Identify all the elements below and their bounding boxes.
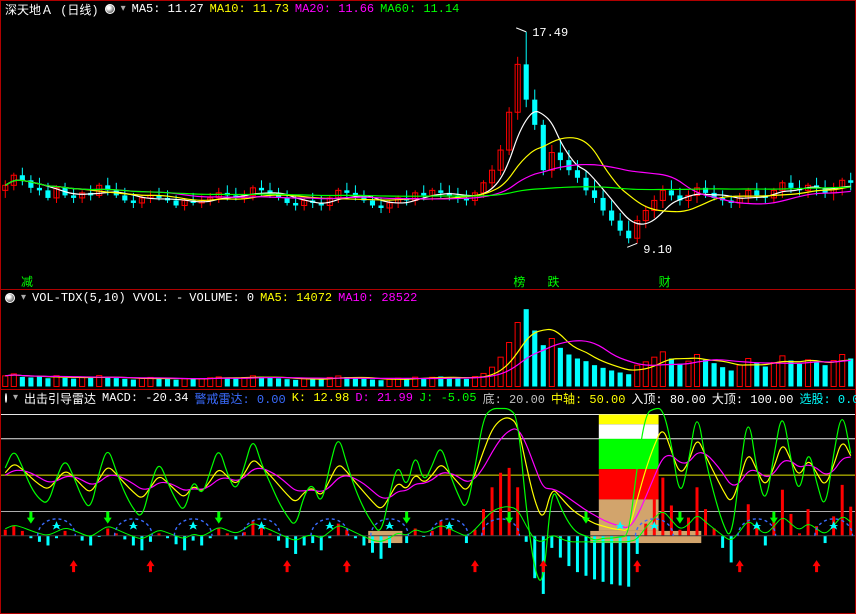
ind-item-1: 警戒雷达: 0.00 [194,390,285,407]
header-ma60: MA60: 11.14 [380,2,459,16]
ind-item-3: D: 21.99 [355,391,413,405]
indicator-chart[interactable] [1,390,855,613]
indicator-header: ▾ 出击引导雷达 MACD: -20.34 警戒雷达: 0.00 K: 12.98 D: … [1,390,855,406]
ind-item-5: 底: 20.00 [483,390,545,407]
ind-item-2: K: 12.98 [292,391,350,405]
price-chart[interactable] [1,1,855,289]
price-header: 深天地Ａ (日线) ▾ MA5: 11.27 MA10: 11.73 MA20: 11.… [1,1,855,17]
vol-title: VOL-TDX(5,10) VVOL: - [32,291,183,305]
toggle-icon[interactable] [5,393,7,403]
tag-label: 榜 [513,273,525,290]
chevron-down-icon[interactable]: ▾ [13,392,18,404]
ind-item-9: 选股: 0.00 [799,390,856,407]
ind-item-4: J: -5.05 [419,391,477,405]
volume-header: ▾ VOL-TDX(5,10) VVOL: - VOLUME: 0 MA5: 1407… [1,290,855,306]
ind-item-0: MACD: -20.34 [102,391,188,405]
ind-item-6: 中轴: 50.00 [551,390,625,407]
vol-ma10: MA10: 28522 [338,291,417,305]
toggle-icon[interactable] [105,4,115,14]
low-label: 9.10 [643,243,672,257]
header-ma20: MA20: 11.66 [295,2,374,16]
ind-title: 出击引导雷达 [24,390,96,407]
tag-label: 财 [659,273,671,290]
stock-title: 深天地Ａ (日线) [5,1,99,18]
tag-label: 跌 [548,273,560,290]
header-ma10: MA10: 11.73 [210,2,289,16]
chevron-down-icon[interactable]: ▾ [21,292,26,304]
ind-item-8: 大顶: 100.00 [712,390,794,407]
toggle-icon[interactable] [5,293,15,303]
header-ma5: MA5: 11.27 [132,2,204,16]
peak-label: 17.49 [532,26,568,40]
tag-label: 减 [21,273,33,290]
ind-item-7: 入顶: 80.00 [631,390,705,407]
vol-ma5: MA5: 14072 [260,291,332,305]
chevron-down-icon[interactable]: ▾ [121,3,126,15]
vol-volume: VOLUME: 0 [189,291,254,305]
